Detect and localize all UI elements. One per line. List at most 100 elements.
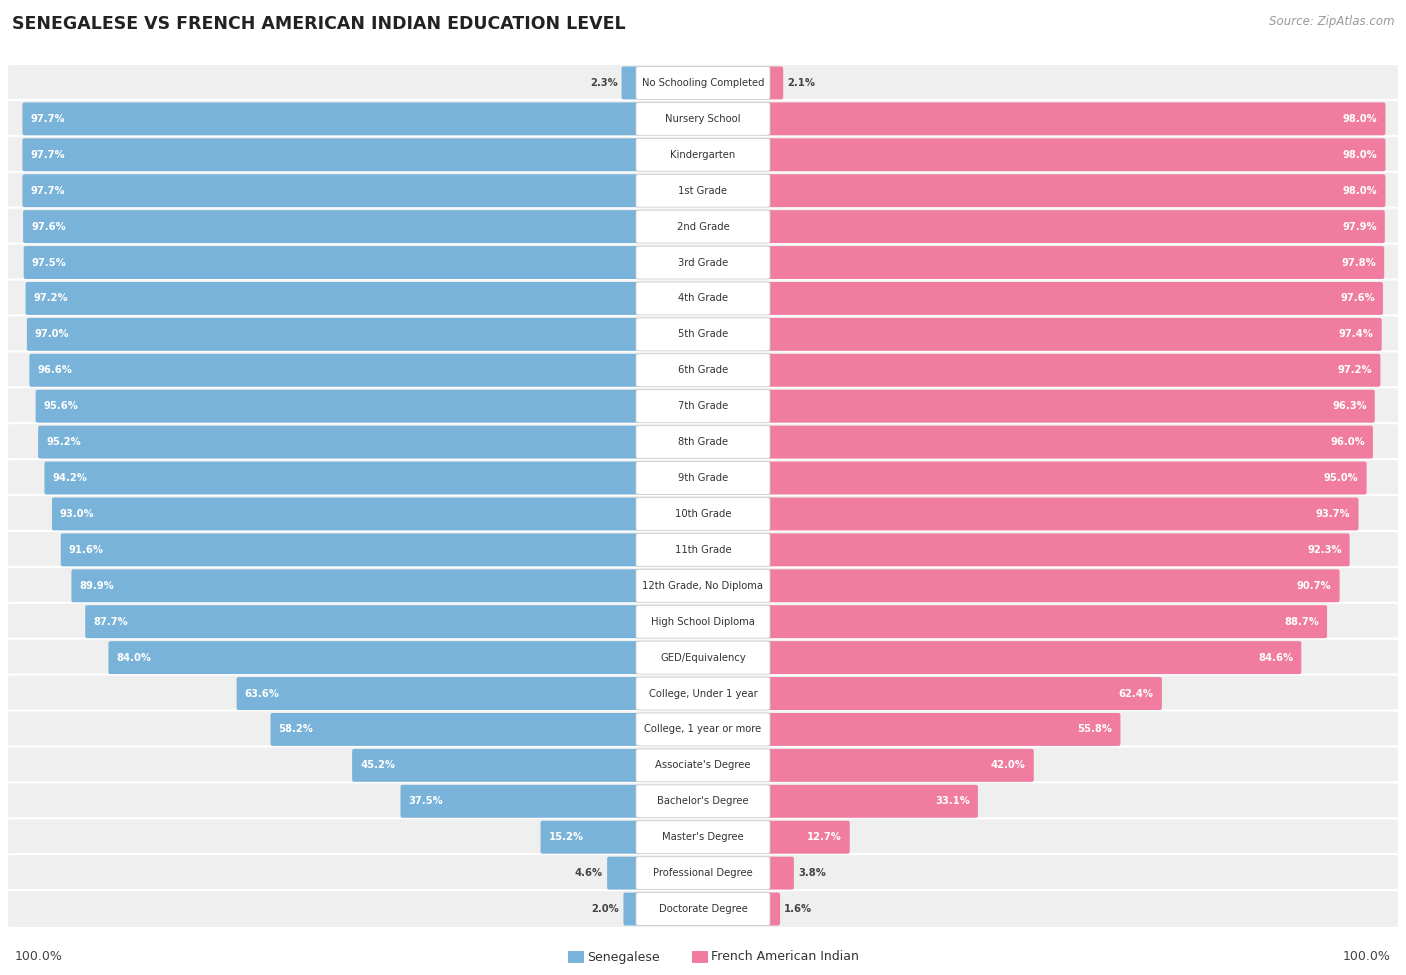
FancyBboxPatch shape [636,426,770,458]
FancyBboxPatch shape [7,890,1399,928]
Text: 2.3%: 2.3% [589,78,617,88]
Text: 97.7%: 97.7% [31,150,65,160]
Text: 95.2%: 95.2% [46,437,82,448]
FancyBboxPatch shape [7,711,1399,749]
FancyBboxPatch shape [7,280,1399,318]
FancyBboxPatch shape [692,951,709,963]
Text: 96.3%: 96.3% [1331,401,1367,411]
FancyBboxPatch shape [766,497,1358,530]
Text: Bachelor's Degree: Bachelor's Degree [657,797,749,806]
Text: 12th Grade, No Diploma: 12th Grade, No Diploma [643,581,763,591]
FancyBboxPatch shape [7,459,1399,497]
Text: 97.6%: 97.6% [1340,293,1375,303]
FancyBboxPatch shape [766,569,1340,603]
FancyBboxPatch shape [7,244,1399,282]
Text: 97.6%: 97.6% [31,221,66,232]
Text: 97.7%: 97.7% [31,185,65,196]
FancyBboxPatch shape [636,497,770,530]
Text: Source: ZipAtlas.com: Source: ZipAtlas.com [1270,15,1395,28]
FancyBboxPatch shape [636,533,770,566]
FancyBboxPatch shape [30,354,640,387]
FancyBboxPatch shape [636,821,770,854]
FancyBboxPatch shape [7,747,1399,784]
Text: 97.9%: 97.9% [1343,221,1376,232]
FancyBboxPatch shape [766,354,1381,387]
Text: 37.5%: 37.5% [409,797,443,806]
Text: Doctorate Degree: Doctorate Degree [658,904,748,914]
FancyBboxPatch shape [766,821,849,854]
Text: 97.2%: 97.2% [34,293,69,303]
FancyBboxPatch shape [766,533,1350,566]
FancyBboxPatch shape [766,211,1385,243]
FancyBboxPatch shape [766,892,780,925]
FancyBboxPatch shape [7,136,1399,174]
FancyBboxPatch shape [52,497,640,530]
Text: 4th Grade: 4th Grade [678,293,728,303]
FancyBboxPatch shape [25,282,640,315]
Text: 97.8%: 97.8% [1341,257,1376,267]
FancyBboxPatch shape [540,821,640,854]
Text: Nursery School: Nursery School [665,114,741,124]
Text: 10th Grade: 10th Grade [675,509,731,519]
Text: 2nd Grade: 2nd Grade [676,221,730,232]
FancyBboxPatch shape [7,208,1399,246]
FancyBboxPatch shape [7,423,1399,461]
FancyBboxPatch shape [623,892,640,925]
Text: High School Diploma: High School Diploma [651,617,755,627]
Text: 93.7%: 93.7% [1316,509,1350,519]
Text: 8th Grade: 8th Grade [678,437,728,448]
FancyBboxPatch shape [766,461,1367,494]
Text: 11th Grade: 11th Grade [675,545,731,555]
FancyBboxPatch shape [35,390,640,423]
FancyBboxPatch shape [636,175,770,207]
FancyBboxPatch shape [7,603,1399,641]
Text: 45.2%: 45.2% [360,760,395,770]
Text: SENEGALESE VS FRENCH AMERICAN INDIAN EDUCATION LEVEL: SENEGALESE VS FRENCH AMERICAN INDIAN EDU… [13,15,626,33]
FancyBboxPatch shape [27,318,640,351]
FancyBboxPatch shape [636,211,770,243]
Text: 97.2%: 97.2% [1337,366,1372,375]
Text: 98.0%: 98.0% [1343,114,1378,124]
Text: 100.0%: 100.0% [1343,951,1391,963]
FancyBboxPatch shape [7,566,1399,604]
Text: 84.0%: 84.0% [117,652,152,663]
FancyBboxPatch shape [636,390,770,423]
FancyBboxPatch shape [7,172,1399,210]
Text: 6th Grade: 6th Grade [678,366,728,375]
Text: Associate's Degree: Associate's Degree [655,760,751,770]
FancyBboxPatch shape [636,246,770,279]
Text: 15.2%: 15.2% [548,833,583,842]
FancyBboxPatch shape [236,677,640,710]
FancyBboxPatch shape [636,749,770,782]
FancyBboxPatch shape [7,818,1399,856]
FancyBboxPatch shape [766,677,1161,710]
Text: 2.1%: 2.1% [787,78,815,88]
FancyBboxPatch shape [766,605,1327,639]
Text: College, Under 1 year: College, Under 1 year [648,688,758,698]
FancyBboxPatch shape [108,642,640,674]
Text: 97.7%: 97.7% [31,114,65,124]
FancyBboxPatch shape [7,64,1399,102]
Text: Professional Degree: Professional Degree [654,868,752,878]
Text: 58.2%: 58.2% [278,724,314,734]
Text: French American Indian: French American Indian [711,951,859,963]
FancyBboxPatch shape [766,175,1385,207]
FancyBboxPatch shape [7,495,1399,533]
FancyBboxPatch shape [401,785,640,818]
FancyBboxPatch shape [766,66,783,99]
FancyBboxPatch shape [7,854,1399,892]
Text: 33.1%: 33.1% [935,797,970,806]
FancyBboxPatch shape [7,99,1399,137]
Text: 97.0%: 97.0% [35,330,69,339]
FancyBboxPatch shape [766,749,1033,782]
FancyBboxPatch shape [7,675,1399,713]
Text: 96.0%: 96.0% [1330,437,1365,448]
Text: 12.7%: 12.7% [807,833,842,842]
Text: 87.7%: 87.7% [93,617,128,627]
FancyBboxPatch shape [636,892,770,925]
FancyBboxPatch shape [636,138,770,172]
FancyBboxPatch shape [86,605,640,639]
FancyBboxPatch shape [636,642,770,674]
FancyBboxPatch shape [7,639,1399,677]
FancyBboxPatch shape [636,785,770,818]
